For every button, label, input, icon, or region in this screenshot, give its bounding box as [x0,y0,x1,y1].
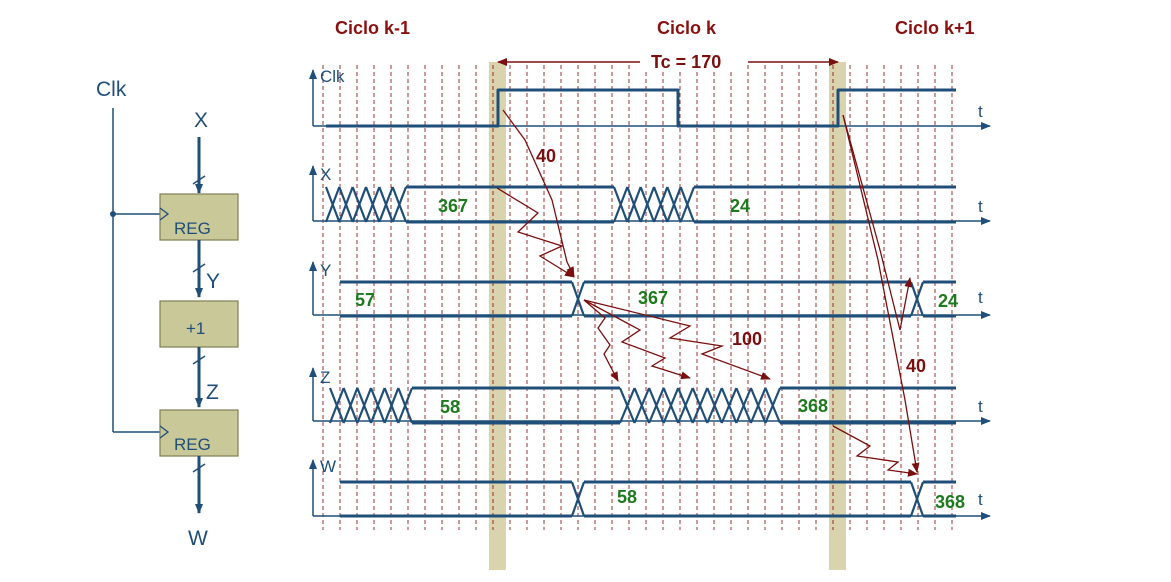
output-w-label: W [188,527,208,550]
w-change-1-x0b [570,481,586,517]
x-invalid-2-x3b [652,186,669,223]
bus-tick-w [192,463,206,473]
z-invalid-2-x4b [677,387,694,424]
z-value-1: 58 [440,397,460,417]
w-change-2-x0b [909,481,925,517]
bus-tick-z [192,355,206,365]
z-invalid-2-x0b [618,387,636,424]
wire-z-label: Z [206,381,219,404]
delay-label-adder: 100 [732,329,762,349]
cycle-curr-label: Ciclo k [657,18,717,38]
x-invalid-2-x1b [626,186,642,223]
y-to-z-delay-2 [583,299,691,380]
bus-tick-y [192,263,206,273]
signal-waveforms [324,88,956,518]
z-invalid-2-x10b [764,387,782,424]
signal-w-name: W [320,457,336,476]
z-value-2: 368 [798,396,828,416]
adder-label: +1 [186,319,205,338]
x-value-1: 367 [438,196,468,216]
z-invalid-2-x3b [662,387,680,424]
clock-input-triangle-1 [159,207,170,221]
delay-label-clk-to-q-next: 40 [906,356,926,376]
y-to-z-delay-1 [583,299,619,382]
register-2-label: REG [174,435,211,454]
time-axis-label-x: t [978,197,983,216]
cycle-prev-label: Ciclo k-1 [335,18,410,38]
z-invalid-1-x0b [328,387,345,424]
x-invalid-2-x0b [612,186,629,223]
delay-label-clk-to-q: 40 [536,146,556,166]
signal-y-name: Y [320,261,331,280]
z-invalid-1-x1b [342,387,359,424]
w-value-1: 58 [617,487,637,507]
y-value-1: 367 [638,288,668,308]
z-invalid-2-x7b [720,387,738,424]
x-invalid-2-x5b [679,186,696,223]
w-value-2: 368 [935,492,965,512]
z-to-w-zigzag [832,425,918,477]
period-label: Tc = 170 [651,52,721,72]
bus-tick-x [192,175,206,185]
time-axis-label-clk: t [978,102,983,121]
clk-to-w-next-path [842,114,920,473]
x-invalid-1-x3b [364,186,381,223]
z-invalid-2-x6b [706,387,723,424]
x-invalid-1-x5b [391,186,408,223]
y-value-0: 57 [355,290,375,310]
clk-label: Clk [96,78,127,101]
z-invalid-1-x4b [383,387,400,424]
time-axis-label-y: t [978,288,983,307]
signal-x-name: X [320,165,331,184]
x-value-2: 24 [730,196,750,216]
x-invalid-1-x4b [378,186,394,223]
input-x-label: X [194,109,208,132]
z-invalid-1-x2b [356,387,373,424]
clock-input-triangle-2 [159,425,170,439]
circuit-schematic [112,108,160,433]
z-invalid-1-x5b [397,387,414,424]
clk-waveform [326,88,956,128]
signal-z-name: Z [320,368,330,387]
clk-to-y-delay-path [502,109,575,277]
register-1-label: REG [174,219,211,238]
y-value-2: 24 [938,291,958,311]
y-change-2-x0b [909,281,925,317]
wire-y-label: Y [206,270,220,293]
x-to-y-zigzag [496,187,575,278]
cycle-next-label: Ciclo k+1 [895,18,975,38]
time-axis-label-w: t [978,490,983,509]
y-change-1-x0b [570,281,586,317]
adder-block [159,300,239,348]
signal-clk-name: Clk [320,67,345,86]
y-to-z-delay-3 [583,299,771,380]
z-invalid-1-x3b [369,387,386,424]
x-invalid-1-x2b [351,186,368,223]
x-invalid-1-x0b [324,186,341,223]
x-invalid-2-x4b [666,186,682,223]
clk-to-y-next-path [842,114,913,331]
time-axis-label-z: t [978,397,983,416]
z-invalid-2-x1b [633,387,651,424]
z-invalid-2-x9b [749,387,767,424]
z-invalid-2-x2b [648,387,665,424]
x-invalid-1-x1b [338,186,354,223]
z-invalid-2-x5b [691,387,709,424]
clock-junction-dot [110,211,116,217]
x-invalid-2-x2b [639,186,656,223]
z-invalid-2-x8b [735,387,752,424]
delay-arrows [496,109,920,477]
